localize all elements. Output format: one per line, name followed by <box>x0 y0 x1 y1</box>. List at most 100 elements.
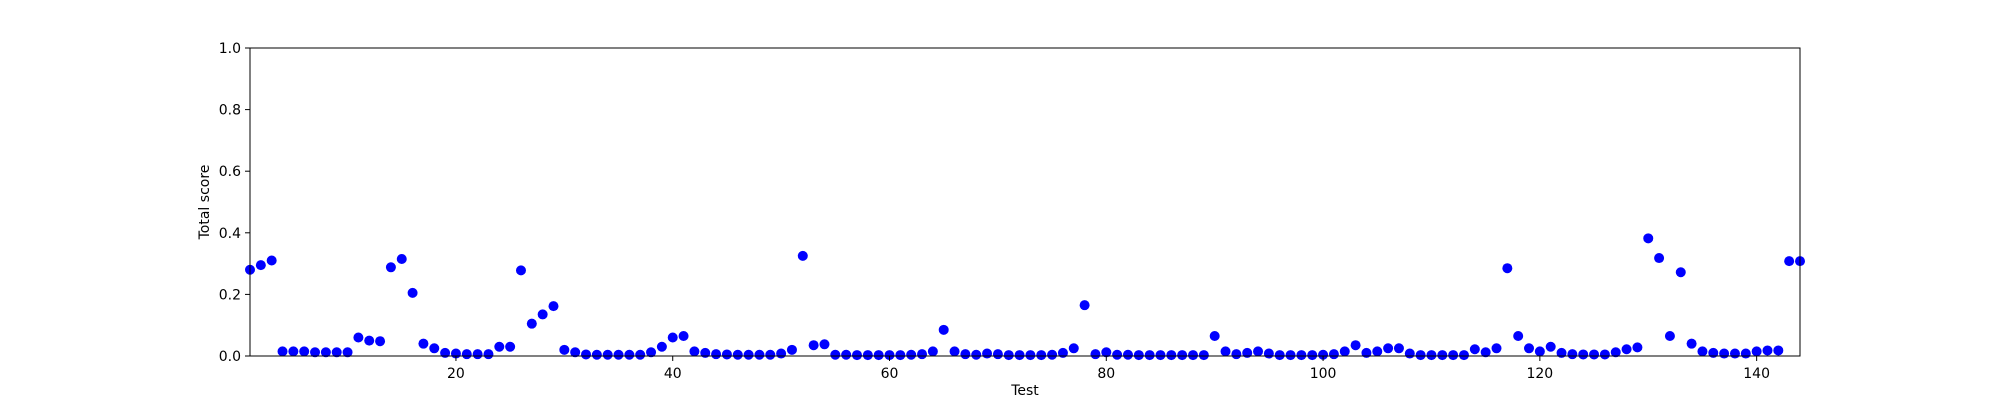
data-point <box>873 350 884 361</box>
data-point <box>1664 330 1675 341</box>
x-axis-ticks: 20 40 60 80 100 120 140 <box>447 356 1770 382</box>
data-point <box>1328 349 1339 360</box>
x-tick-label: 140 <box>1743 366 1770 382</box>
data-point <box>385 262 396 273</box>
data-point <box>353 332 364 343</box>
data-point <box>1686 338 1697 349</box>
data-point <box>960 349 971 360</box>
data-point <box>1491 343 1502 354</box>
data-point <box>754 349 765 360</box>
data-point <box>1415 350 1426 361</box>
x-tick-label: 80 <box>1097 366 1115 382</box>
data-point <box>331 347 342 358</box>
y-tick-label: 1.0 <box>219 41 241 57</box>
data-point <box>461 349 472 360</box>
data-point <box>678 330 689 341</box>
data-point <box>624 349 635 360</box>
data-point <box>1209 330 1220 341</box>
data-point <box>255 260 266 271</box>
x-tick-label: 20 <box>447 366 465 382</box>
data-point <box>1719 348 1730 359</box>
y-tick-label: 0.0 <box>219 349 241 365</box>
data-point <box>364 335 375 346</box>
data-point <box>526 318 537 329</box>
data-point <box>440 347 451 358</box>
data-point <box>1469 344 1480 355</box>
y-tick-label: 0.6 <box>219 164 241 180</box>
data-point <box>1122 349 1133 360</box>
data-point <box>786 344 797 355</box>
data-point <box>1654 253 1665 264</box>
plot-frame <box>249 47 1801 357</box>
data-point <box>938 324 949 335</box>
data-point <box>1166 350 1177 361</box>
data-point <box>884 350 895 361</box>
data-point <box>1458 350 1469 361</box>
data-point <box>851 350 862 361</box>
data-point <box>1751 346 1762 357</box>
data-point <box>1448 350 1459 361</box>
data-point <box>895 350 906 361</box>
data-point <box>1177 350 1188 361</box>
data-point <box>1047 349 1058 360</box>
data-point <box>1253 346 1264 357</box>
data-point <box>266 255 277 266</box>
y-axis-label: Total score <box>197 165 213 241</box>
data-point <box>721 349 732 360</box>
data-point <box>1383 343 1394 354</box>
data-point <box>613 349 624 360</box>
data-point <box>429 343 440 354</box>
data-point <box>1589 349 1600 360</box>
data-point <box>1556 347 1567 358</box>
data-point <box>1339 346 1350 357</box>
data-point <box>1534 346 1545 357</box>
data-point <box>906 349 917 360</box>
data-point <box>1393 343 1404 354</box>
data-point <box>277 346 288 357</box>
data-point <box>982 348 993 359</box>
data-point <box>418 338 429 349</box>
data-point <box>1675 267 1686 278</box>
data-point <box>646 347 657 358</box>
data-point <box>548 301 559 312</box>
data-point <box>581 349 592 360</box>
data-point <box>483 349 494 360</box>
data-point <box>1578 349 1589 360</box>
data-point <box>732 349 743 360</box>
data-point <box>537 309 548 320</box>
data-point <box>1014 350 1025 361</box>
data-point <box>570 347 581 358</box>
data-point <box>1003 350 1014 361</box>
data-point <box>656 341 667 352</box>
x-axis-label: Test <box>1010 383 1039 399</box>
data-point <box>689 346 700 357</box>
data-point <box>1697 346 1708 357</box>
data-point <box>1025 350 1036 361</box>
data-point <box>1036 350 1047 361</box>
data-point <box>971 349 982 360</box>
y-tick-label: 0.2 <box>219 287 241 303</box>
data-point <box>743 349 754 360</box>
x-tick-label: 120 <box>1526 366 1553 382</box>
data-point <box>700 347 711 358</box>
data-point <box>949 346 960 357</box>
data-point <box>776 348 787 359</box>
data-point <box>1285 350 1296 361</box>
data-point <box>1524 343 1535 354</box>
x-tick-label: 40 <box>664 366 682 382</box>
data-point <box>515 265 526 276</box>
data-point <box>299 346 310 357</box>
data-point <box>917 349 928 360</box>
y-tick-label: 0.4 <box>219 226 241 242</box>
data-point <box>1307 350 1318 361</box>
data-point <box>1068 343 1079 354</box>
data-point <box>992 349 1003 360</box>
data-point <box>1090 349 1101 360</box>
data-point <box>1318 349 1329 360</box>
data-point <box>1567 349 1578 360</box>
x-tick-label: 100 <box>1310 366 1337 382</box>
data-point <box>310 347 321 358</box>
data-point <box>862 350 873 361</box>
data-point <box>1133 350 1144 361</box>
